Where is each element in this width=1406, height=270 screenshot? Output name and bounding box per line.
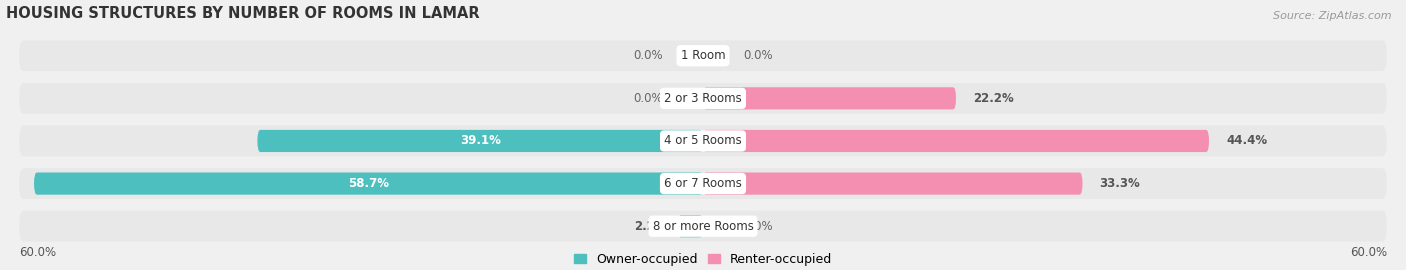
Text: 0.0%: 0.0% [742, 49, 772, 62]
Text: 4 or 5 Rooms: 4 or 5 Rooms [664, 134, 742, 147]
Text: 8 or more Rooms: 8 or more Rooms [652, 220, 754, 233]
FancyBboxPatch shape [703, 173, 1083, 195]
Text: 60.0%: 60.0% [20, 247, 56, 259]
Text: 6 or 7 Rooms: 6 or 7 Rooms [664, 177, 742, 190]
Legend: Owner-occupied, Renter-occupied: Owner-occupied, Renter-occupied [574, 253, 832, 266]
FancyBboxPatch shape [20, 126, 1386, 156]
Text: 0.0%: 0.0% [634, 92, 664, 105]
FancyBboxPatch shape [257, 130, 703, 152]
Text: 58.7%: 58.7% [349, 177, 389, 190]
Text: 39.1%: 39.1% [460, 134, 501, 147]
FancyBboxPatch shape [20, 40, 1386, 71]
Text: 0.0%: 0.0% [634, 49, 664, 62]
Text: 1 Room: 1 Room [681, 49, 725, 62]
Text: 60.0%: 60.0% [1350, 247, 1386, 259]
FancyBboxPatch shape [703, 130, 1209, 152]
Text: 2 or 3 Rooms: 2 or 3 Rooms [664, 92, 742, 105]
Text: 2.2%: 2.2% [634, 220, 666, 233]
FancyBboxPatch shape [20, 168, 1386, 199]
FancyBboxPatch shape [678, 215, 703, 237]
FancyBboxPatch shape [703, 87, 956, 109]
FancyBboxPatch shape [20, 211, 1386, 242]
Text: 22.2%: 22.2% [973, 92, 1014, 105]
FancyBboxPatch shape [20, 83, 1386, 114]
Text: HOUSING STRUCTURES BY NUMBER OF ROOMS IN LAMAR: HOUSING STRUCTURES BY NUMBER OF ROOMS IN… [6, 6, 479, 21]
Text: 33.3%: 33.3% [1099, 177, 1140, 190]
Text: Source: ZipAtlas.com: Source: ZipAtlas.com [1274, 11, 1392, 21]
Text: 44.4%: 44.4% [1226, 134, 1267, 147]
Text: 0.0%: 0.0% [742, 220, 772, 233]
FancyBboxPatch shape [34, 173, 703, 195]
